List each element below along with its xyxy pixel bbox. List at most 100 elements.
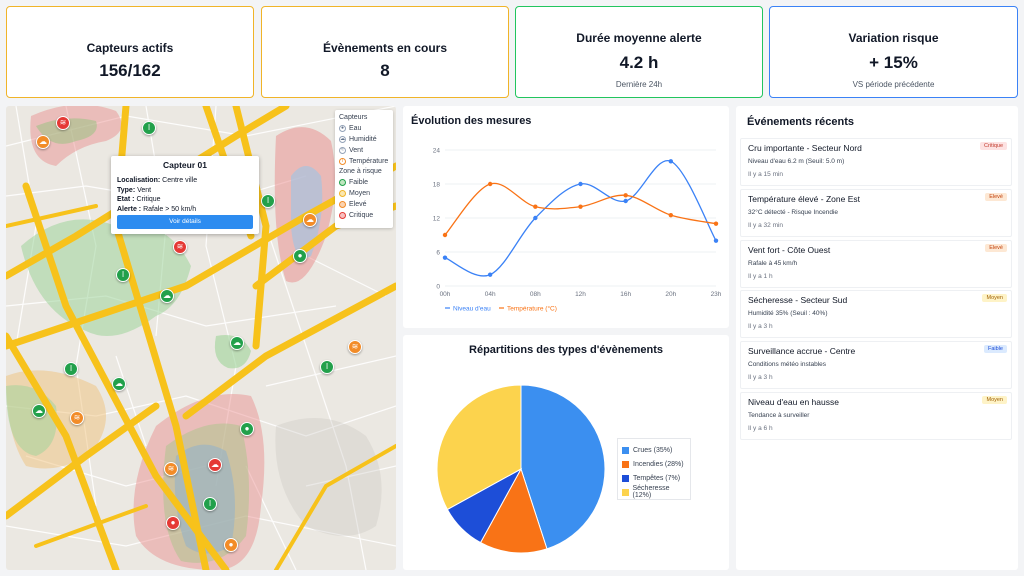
recent-events-panel: Événements récents Cru importante - Sect… (736, 106, 1018, 570)
legend-item-wind: ≈ Vent (339, 145, 389, 156)
event-time: Il y a 15 min (748, 171, 784, 178)
data-point[interactable] (668, 212, 674, 218)
event-card[interactable]: Vent fort - Côte Ouest Rafale à 45 km/h Il… (740, 239, 1012, 288)
event-card[interactable]: Température élevé - Zone Est 32°C détecté… (740, 188, 1012, 237)
legend-label: Tempêtes (7%) (633, 474, 681, 482)
data-point[interactable] (533, 215, 538, 221)
event-description: Rafale à 45 km/h (748, 259, 798, 267)
popup-alert: Alerte : Rafale > 50 km/h (117, 205, 197, 213)
marker-wind-elevated[interactable]: ≋ (70, 411, 84, 425)
x-tick-label: 12h (575, 291, 586, 298)
map-legend: Capteurs ● Eau ☁ Humidité ≈ Vent ǀ Températu… (335, 110, 393, 228)
marker-temperature-low[interactable]: ǀ (64, 362, 78, 376)
marker-humidity-low[interactable]: ☁ (230, 336, 244, 350)
data-point[interactable] (713, 238, 719, 243)
severity-badge: Faible (984, 345, 1007, 354)
data-point[interactable] (623, 198, 628, 204)
wind-icon: ≈ (339, 147, 346, 154)
pie-legend-item: Incendies (28%) (622, 457, 686, 471)
legend-zone-medium: Moyen (339, 188, 389, 199)
marker-humidity-critical[interactable]: ☁ (208, 458, 222, 472)
marker-humidity-low[interactable]: ☁ (160, 289, 174, 303)
legend-label: Sécheresse (12%) (632, 485, 670, 499)
view-details-button[interactable]: Voir détails (117, 215, 253, 229)
data-point[interactable] (442, 255, 448, 260)
event-card[interactable]: Niveau d'eau en hausse Tendance à surveil… (740, 392, 1012, 440)
marker-water-critical[interactable]: ● (166, 516, 180, 530)
marker-temperature-low[interactable]: ǀ (116, 268, 130, 282)
data-point[interactable] (668, 159, 674, 164)
legend-zones-title: Zone à risque (339, 168, 382, 175)
pie-legend-item: Sécheresse (12%) (622, 485, 686, 499)
marker-water-low[interactable]: ● (293, 249, 307, 263)
severity-badge: Moyen (982, 396, 1007, 404)
event-time: Il y a 3 h (748, 323, 773, 331)
legend-label: Crues (35%) (633, 446, 673, 454)
marker-wind-elevated[interactable]: ≋ (164, 462, 178, 476)
legend-item-humidity: ☁ Humidité (339, 136, 377, 143)
marker-temperature-low[interactable]: ǀ (142, 121, 156, 135)
event-time: Il y a 1 h (748, 272, 773, 280)
severity-badge: Critique (980, 142, 1007, 150)
event-description: Niveau d'eau 6.2 m (Seuil: 5.0 m) (748, 158, 845, 165)
legend-zone-high: Elevé (339, 199, 389, 210)
kpi-value: + 15% (869, 53, 918, 72)
marker-water-elevated[interactable]: ● (224, 538, 238, 552)
severity-badge: Moyen (982, 294, 1007, 303)
kpi-title: Évènements en cours (322, 41, 448, 55)
marker-temperature-low[interactable]: ǀ (203, 497, 217, 511)
y-tick-label: 24 (433, 148, 441, 155)
marker-temperature-low[interactable]: ǀ (320, 360, 334, 374)
kpi-value: 4.2 h (619, 53, 659, 72)
pie-chart (436, 384, 606, 554)
pie-legend-item: Crues (35%) (622, 443, 686, 457)
event-card[interactable]: Sécheresse - Secteur Sud Humidité 35% (Se… (740, 290, 1012, 339)
marker-humidity-low[interactable]: ☁ (112, 377, 126, 391)
x-tick-label: 16h (620, 291, 631, 298)
legend-swatch (622, 488, 629, 496)
pie-slice[interactable] (520, 384, 606, 550)
marker-humidity-low[interactable]: ☁ (32, 404, 46, 418)
pie-chart-title: Répartitions des types d'évènements (469, 344, 663, 356)
event-card[interactable]: Cru importante - Secteur Nord Niveau d'ea… (740, 138, 1012, 186)
severity-badge: Elevé (985, 192, 1007, 201)
event-name: Cru importante - Secteur Nord (748, 143, 862, 153)
kpi-risk-variation: Variation risque + 15% VS période précéd… (769, 6, 1018, 98)
events-title: Événements récents (747, 116, 854, 128)
pie-slice[interactable] (479, 467, 548, 554)
line-chart-title: Évolution des mesures (411, 115, 532, 127)
y-tick-label: 18 (433, 182, 441, 189)
event-description: Conditions météo instables (748, 361, 827, 369)
pie-slice[interactable] (436, 384, 522, 511)
marker-water-low[interactable]: ● (240, 422, 254, 436)
data-point[interactable] (623, 193, 628, 198)
pie-legend-item: Tempêtes (7%) (622, 471, 686, 485)
line-chart-panel: Évolution des mesures 0 6 12 18 24 00h 04h 08h 1… (403, 106, 729, 328)
data-point[interactable] (487, 272, 493, 277)
y-tick-label: 12 (433, 216, 441, 223)
event-name: Vent fort - Côte Ouest (748, 244, 831, 255)
marker-wind-elevated[interactable]: ≋ (348, 340, 362, 354)
data-point[interactable] (713, 221, 719, 226)
data-point[interactable] (533, 204, 538, 209)
marker-temperature-low[interactable]: ǀ (261, 194, 275, 208)
marker-humidity-elevated[interactable]: ☁ (36, 135, 50, 149)
event-name: Niveau d'eau en hausse (748, 397, 839, 407)
marker-wind-critical[interactable]: ≋ (173, 240, 187, 254)
sensor-popup: Capteur 01 Localisation: Centre ville Ty… (111, 156, 259, 234)
x-tick-label: 23h (711, 291, 722, 298)
data-point[interactable] (487, 181, 493, 187)
data-point[interactable] (442, 232, 448, 238)
legend-item-temperature: ǀ Température (339, 156, 389, 167)
popup-state: Etat : Critique (117, 196, 161, 203)
marker-wind-critical[interactable]: ≋ (56, 116, 70, 130)
risk-map[interactable]: ≋ ☁ ǀ ǀ ☁ ≋ ● ǀ ☁ ☁ ≋ ǀ ǀ ☁ ☁ ≋ ● ≋ ☁ ǀ … (6, 106, 396, 570)
event-name: Surveillance accrue - Centre (748, 346, 856, 357)
data-point[interactable] (578, 181, 583, 187)
legend-zone-low: Faible (339, 177, 389, 188)
marker-humidity-elevated[interactable]: ☁ (303, 213, 317, 227)
data-point[interactable] (578, 204, 583, 209)
event-description: Tendance à surveiller (748, 412, 810, 419)
event-card[interactable]: Surveillance accrue - Centre Conditions m… (740, 341, 1012, 390)
